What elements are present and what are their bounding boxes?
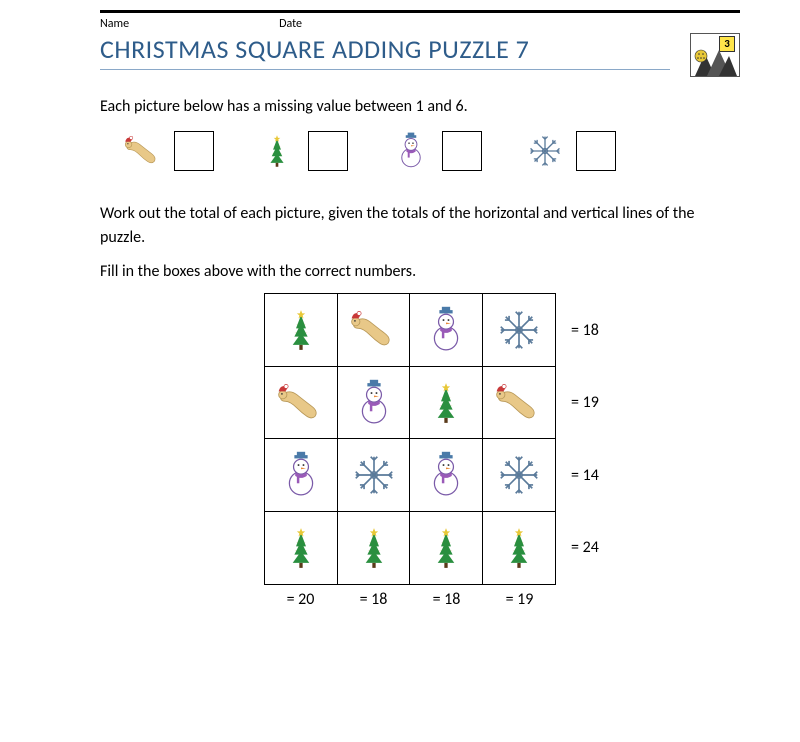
grid-cell: [337, 511, 411, 585]
grid-cell: [482, 511, 556, 585]
legend-item-snowman: [388, 128, 482, 174]
grid-cell: [409, 293, 483, 367]
tree-icon: [272, 519, 330, 577]
grid-cell: [264, 511, 338, 585]
answer-box-snowflake[interactable]: [576, 131, 616, 171]
grid-cell: [409, 438, 483, 512]
grid-cell: [482, 438, 556, 512]
grid-row: = 18: [265, 294, 615, 367]
tree-icon: [345, 519, 403, 577]
grid-row: = 19: [265, 367, 615, 440]
legend-item-tree: [254, 128, 348, 174]
page-title: CHRISTMAS SQUARE ADDING PUZZLE 7: [100, 33, 670, 70]
puzzle-grid-wrap: = 18= 19= 14= 24 = 20= 18= 18= 19: [140, 294, 740, 609]
logo-badge: 3: [690, 33, 740, 77]
puzzle-grid: = 18 = 19 = 14 = 24: [265, 294, 615, 584]
date-label: Date: [279, 17, 302, 31]
legend-item-snowflake: [522, 128, 616, 174]
grid-cell: [264, 438, 338, 512]
col-total: = 20: [264, 590, 337, 609]
worksheet-page: Name Date CHRISTMAS SQUARE ADDING PUZZLE…: [0, 0, 800, 629]
worm-icon: [345, 301, 403, 359]
column-totals: = 20= 18= 18= 19: [264, 590, 616, 609]
snowflake-icon: [522, 128, 568, 174]
snowman-icon: [388, 128, 434, 174]
answer-box-worm[interactable]: [174, 131, 214, 171]
grid-row: = 24: [265, 512, 615, 585]
worm-icon: [120, 128, 166, 174]
instruction-2: Fill in the boxes above with the correct…: [100, 260, 740, 284]
top-labels: Name Date: [100, 10, 740, 31]
worm-icon: [490, 374, 548, 432]
grid-cell: [482, 293, 556, 367]
row-total: = 14: [555, 466, 615, 485]
snowflake-icon: [490, 301, 548, 359]
grid-cell: [409, 511, 483, 585]
row-total: = 19: [555, 393, 615, 412]
answer-box-snowman[interactable]: [442, 131, 482, 171]
col-total: = 18: [337, 590, 410, 609]
tree-icon: [272, 301, 330, 359]
col-total: = 18: [410, 590, 483, 609]
row-total: = 18: [555, 321, 615, 340]
logo-icon: [691, 46, 739, 76]
legend-row: [120, 128, 740, 174]
worm-icon: [272, 374, 330, 432]
snowman-icon: [417, 301, 475, 359]
snowman-icon: [345, 374, 403, 432]
grid-cell: [264, 366, 338, 440]
snowman-icon: [272, 446, 330, 504]
snowflake-icon: [345, 446, 403, 504]
grid-cell: [482, 366, 556, 440]
tree-icon: [417, 519, 475, 577]
grid-row: = 14: [265, 439, 615, 512]
tree-icon: [417, 374, 475, 432]
legend-item-worm: [120, 128, 214, 174]
name-label: Name: [100, 17, 129, 31]
header-row: CHRISTMAS SQUARE ADDING PUZZLE 7 3: [100, 33, 740, 77]
answer-box-tree[interactable]: [308, 131, 348, 171]
row-total: = 24: [555, 538, 615, 557]
grid-cell: [264, 293, 338, 367]
grid-cell: [337, 438, 411, 512]
tree-icon: [254, 128, 300, 174]
grid-cell: [337, 293, 411, 367]
grid-cell: [337, 366, 411, 440]
tree-icon: [490, 519, 548, 577]
instruction-1: Work out the total of each picture, give…: [100, 202, 740, 250]
col-total: = 19: [483, 590, 556, 609]
snowflake-icon: [490, 446, 548, 504]
snowman-icon: [417, 446, 475, 504]
grid-cell: [409, 366, 483, 440]
intro-text: Each picture below has a missing value b…: [100, 97, 740, 116]
